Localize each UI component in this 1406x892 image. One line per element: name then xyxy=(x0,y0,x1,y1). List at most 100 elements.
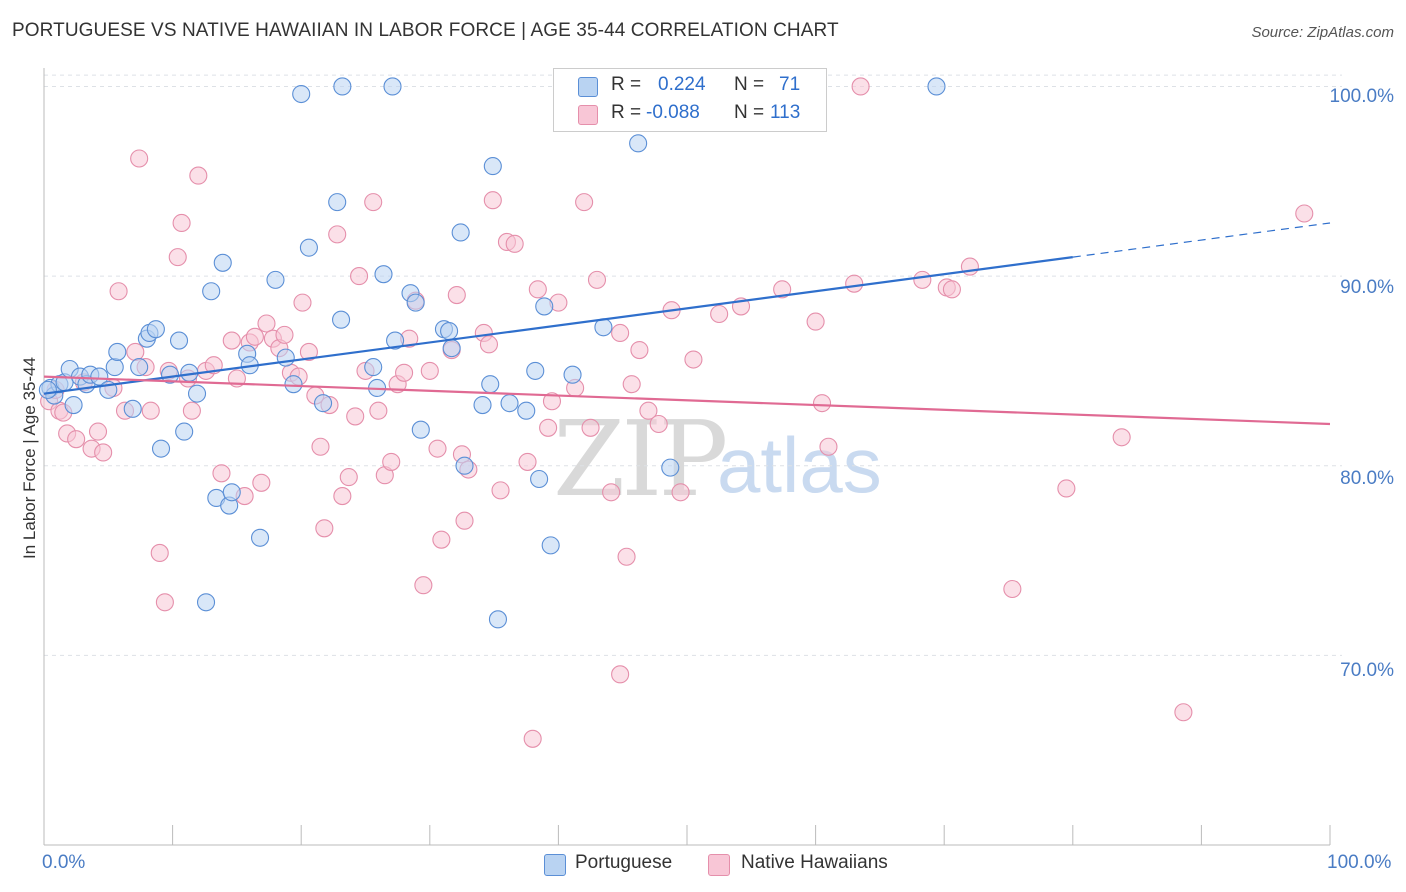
portuguese-point xyxy=(517,401,536,420)
hawaiian-point xyxy=(364,193,383,212)
portuguese-point xyxy=(661,458,680,477)
hawaiian-point xyxy=(333,487,352,506)
portuguese-point xyxy=(411,420,430,439)
hawaiian-trend-line xyxy=(43,375,1331,426)
hawaiian-point xyxy=(523,729,542,748)
portuguese-point xyxy=(332,310,351,329)
hawaiian-point xyxy=(639,401,658,420)
portuguese-point xyxy=(541,536,560,555)
hawaiian-point xyxy=(913,270,932,289)
portuguese-point xyxy=(64,395,83,415)
portuguese-point xyxy=(213,253,232,272)
hawaiian-point xyxy=(611,323,630,343)
legend-r-value-hawaiian: -0.088 xyxy=(646,102,700,123)
hawaiian-point xyxy=(189,166,208,185)
hawaiian-point xyxy=(395,363,414,382)
portuguese-point xyxy=(927,77,946,96)
legend-r-label: R = xyxy=(611,102,642,123)
hawaiian-point xyxy=(455,511,474,530)
hawaiian-point xyxy=(432,530,451,549)
portuguese-point xyxy=(108,342,127,361)
portuguese-point xyxy=(481,375,500,394)
hawaiian-point xyxy=(845,274,864,293)
hawaiian-point xyxy=(491,481,510,500)
bottom-legend-swatch-hawaiian xyxy=(708,854,730,876)
portuguese-point xyxy=(440,322,459,341)
portuguese-point xyxy=(175,422,194,441)
hawaiian-point xyxy=(172,213,191,233)
hawaiian-point xyxy=(369,401,388,420)
hawaiian-point xyxy=(671,483,690,502)
hawaiian-point xyxy=(587,270,607,289)
portuguese-point xyxy=(169,331,189,350)
hawaiian-point xyxy=(299,342,318,361)
bottom-legend-swatch-portuguese xyxy=(544,854,566,876)
hawaiian-point xyxy=(245,327,264,346)
portuguese-point xyxy=(364,358,383,377)
y-tick-label-70: 70.0% xyxy=(1340,660,1394,681)
hawaiian-point xyxy=(851,77,870,96)
hawaiian-point xyxy=(420,361,439,380)
watermark-zip: ZIP xyxy=(553,398,728,520)
x-tick-label-min: 0.0% xyxy=(42,852,86,873)
hawaiian-point xyxy=(611,665,630,684)
watermark-atlas: atlas xyxy=(717,421,882,509)
hawaiian-point xyxy=(222,331,241,350)
hawaiian-point xyxy=(1112,428,1131,447)
portuguese-point xyxy=(222,483,241,502)
hawaiian-point xyxy=(710,304,729,324)
hawaiian-point xyxy=(649,414,668,434)
portuguese-point xyxy=(314,394,333,413)
portuguese-point xyxy=(455,456,474,475)
portuguese-point xyxy=(594,318,613,337)
hawaiian-point xyxy=(602,483,621,502)
hawaiian-point xyxy=(141,401,160,420)
legend-n-label: N = xyxy=(734,74,765,95)
portuguese-point xyxy=(196,593,216,612)
hawaiian-point xyxy=(88,422,108,441)
portuguese-point xyxy=(130,358,149,377)
hawaiian-point xyxy=(483,191,502,210)
bottom-legend-label-hawaiian: Native Hawaiians xyxy=(741,852,888,873)
hawaiian-point xyxy=(382,452,401,471)
legend-r-value-portuguese: 0.224 xyxy=(658,74,706,95)
legend-r-label: R = xyxy=(611,74,642,95)
hawaiian-point xyxy=(311,437,330,456)
hawaiian-point xyxy=(684,350,703,369)
portuguese-point xyxy=(488,610,508,629)
hawaiian-point xyxy=(542,392,562,411)
legend-n-value-hawaiian: 113 xyxy=(770,102,801,123)
hawaiian-point xyxy=(168,248,187,267)
hawaiian-point xyxy=(505,234,524,253)
portuguese-point xyxy=(292,84,311,104)
hawaiian-point xyxy=(942,280,961,299)
portuguese-point xyxy=(473,395,492,415)
hawaiian-point xyxy=(428,439,447,458)
portuguese-point xyxy=(383,77,402,96)
portuguese-point xyxy=(266,270,285,289)
portuguese-point xyxy=(90,367,109,386)
hawaiian-point xyxy=(126,342,145,361)
hawaiian-point xyxy=(575,193,594,212)
hawaiian-point xyxy=(346,407,365,426)
hawaiian-point xyxy=(212,464,231,483)
hawaiian-point xyxy=(350,267,369,286)
chart-title: PORTUGUESE VS NATIVE HAWAIIAN IN LABOR F… xyxy=(12,20,839,41)
hawaiian-point xyxy=(130,149,149,168)
hawaiian-point xyxy=(630,340,649,360)
portuguese-point xyxy=(123,399,142,418)
hawaiian-point xyxy=(622,375,641,394)
hawaiian-point xyxy=(581,418,600,437)
portuguese-point xyxy=(406,293,425,312)
legend-swatch-hawaiian xyxy=(578,105,598,125)
hawaiian-point xyxy=(275,325,294,344)
hawaiian-point xyxy=(819,437,838,456)
portuguese-point xyxy=(442,339,461,358)
hawaiian-point xyxy=(150,543,169,563)
portuguese-point xyxy=(276,348,295,367)
portuguese-point xyxy=(250,528,270,547)
portuguese-point xyxy=(500,394,519,413)
portuguese-point xyxy=(535,297,554,316)
portuguese-point xyxy=(284,375,303,394)
